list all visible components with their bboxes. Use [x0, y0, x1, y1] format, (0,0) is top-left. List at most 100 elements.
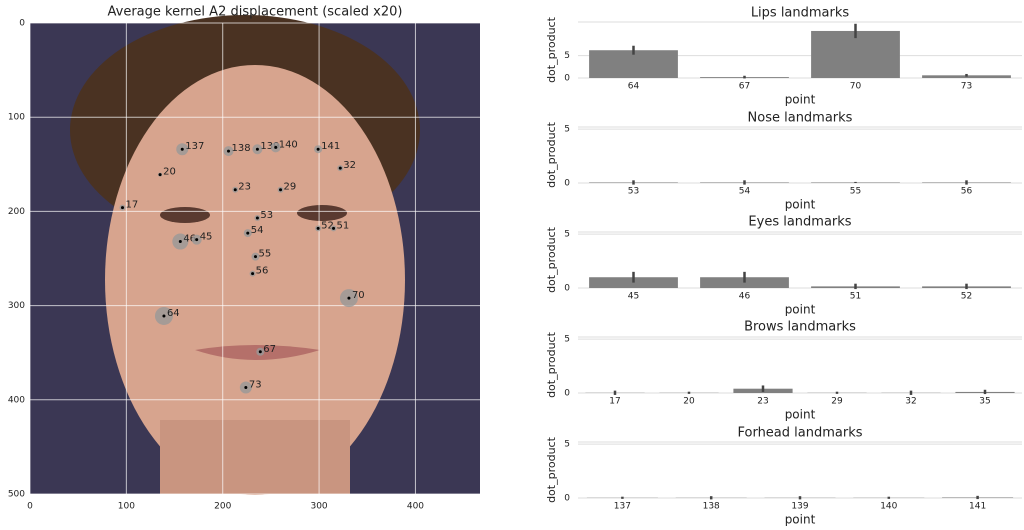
chart-title: Lips landmarks — [751, 6, 850, 21]
y-tick-label: 0 — [564, 74, 570, 84]
landmark-dot — [246, 231, 250, 235]
landmark-dot — [316, 147, 320, 151]
landmark-dot — [158, 173, 162, 177]
y-axis-label: dot_product — [545, 226, 558, 293]
landmark-label: 52 — [321, 220, 334, 231]
landmark-dot — [180, 147, 184, 151]
y-tick-label: 5 — [564, 230, 570, 240]
x-tick-label: 137 — [614, 502, 631, 512]
landmark-label: 139 — [260, 141, 279, 152]
landmark-dot — [338, 166, 342, 170]
landmark-label: 29 — [284, 182, 297, 193]
bar — [589, 50, 678, 78]
landmark-label: 64 — [167, 308, 180, 319]
y-axis-label: dot_product — [545, 331, 558, 398]
x-tick-label: 56 — [961, 187, 973, 197]
y-tick-label: 0 — [19, 19, 25, 29]
x-tick-label: 20 — [683, 397, 695, 407]
landmark-dot — [316, 226, 320, 230]
x-tick-label: 200 — [214, 502, 231, 512]
landmark-label: 32 — [343, 160, 356, 171]
chart-title: Nose landmarks — [748, 111, 853, 126]
landmark-dot — [255, 216, 259, 220]
y-tick-label: 100 — [8, 113, 25, 123]
landmark-label: 17 — [126, 200, 139, 211]
y-tick-label: 500 — [8, 490, 25, 500]
x-axis-label: point — [785, 303, 816, 317]
x-tick-label: 54 — [739, 187, 751, 197]
x-tick-label: 138 — [703, 502, 720, 512]
x-tick-label: 400 — [407, 502, 424, 512]
x-axis-label: point — [785, 198, 816, 212]
landmark-label: 20 — [163, 167, 176, 178]
x-tick-label: 73 — [961, 82, 972, 92]
landmark-label: 137 — [185, 141, 204, 152]
x-tick-label: 45 — [628, 292, 639, 302]
x-tick-label: 35 — [979, 397, 990, 407]
landmark-label: 141 — [321, 141, 340, 152]
landmark-label: 23 — [238, 182, 251, 193]
landmark-dot — [274, 145, 278, 149]
y-tick-label: 0 — [564, 494, 570, 504]
landmark-dot — [227, 149, 231, 153]
y-tick-label: 200 — [8, 207, 25, 217]
y-tick-label: 400 — [8, 395, 25, 405]
landmark-dot — [121, 206, 125, 210]
y-axis-label: dot_product — [545, 436, 558, 503]
chart-title: Eyes landmarks — [748, 215, 851, 230]
x-tick-label: 17 — [609, 397, 620, 407]
x-tick-label: 139 — [791, 502, 808, 512]
y-tick-label: 0 — [564, 179, 570, 189]
landmark-label: 45 — [200, 232, 213, 243]
chart-title: Forhead landmarks — [737, 426, 862, 441]
landmark-label: 70 — [352, 290, 365, 301]
x-tick-label: 100 — [118, 502, 135, 512]
x-tick-label: 300 — [310, 502, 327, 512]
bar — [811, 30, 900, 78]
landmark-dot — [251, 272, 255, 276]
landmark-dot — [332, 226, 336, 230]
x-axis-label: point — [785, 408, 816, 422]
y-tick-label: 300 — [8, 301, 25, 311]
x-tick-label: 140 — [880, 502, 897, 512]
x-tick-label: 53 — [628, 187, 639, 197]
landmark-label: 56 — [256, 266, 269, 277]
y-axis-label: dot_product — [545, 121, 558, 188]
x-axis-label: point — [785, 93, 816, 107]
landmark-label: 55 — [258, 249, 271, 260]
landmark-dot — [258, 350, 262, 354]
landmark-label: 51 — [337, 220, 350, 231]
landmark-label: 138 — [232, 143, 251, 154]
landmark-label: 54 — [251, 225, 264, 236]
landmark-dot — [162, 314, 166, 318]
x-tick-label: 141 — [969, 502, 986, 512]
landmark-dot — [178, 240, 182, 244]
y-tick-label: 0 — [564, 284, 570, 294]
landmark-label: 140 — [279, 139, 298, 150]
y-axis-label: dot_product — [545, 16, 558, 83]
x-tick-label: 70 — [850, 82, 862, 92]
x-tick-label: 55 — [850, 187, 861, 197]
landmark-label: 46 — [183, 234, 196, 245]
chart-title: Average kernel A2 displacement (scaled x… — [108, 5, 403, 20]
landmark-dot — [233, 188, 237, 192]
x-tick-label: 64 — [628, 82, 640, 92]
landmark-dot — [255, 147, 259, 151]
landmark-dot — [253, 255, 257, 259]
landmark-label: 67 — [263, 344, 276, 355]
x-tick-label: 0 — [27, 502, 33, 512]
x-tick-label: 23 — [757, 397, 768, 407]
landmark-dot — [279, 188, 283, 192]
chart-title: Brows landmarks — [744, 320, 856, 335]
landmark-dot — [347, 296, 351, 300]
y-tick-label: 5 — [564, 51, 570, 61]
y-tick-label: 0 — [564, 389, 570, 399]
landmark-dot — [195, 238, 199, 242]
landmark-label: 53 — [260, 210, 273, 221]
landmark-label: 73 — [249, 380, 262, 391]
y-tick-label: 5 — [564, 335, 570, 345]
landmark-dot — [244, 386, 248, 390]
x-tick-label: 29 — [831, 397, 843, 407]
x-tick-label: 46 — [739, 292, 751, 302]
